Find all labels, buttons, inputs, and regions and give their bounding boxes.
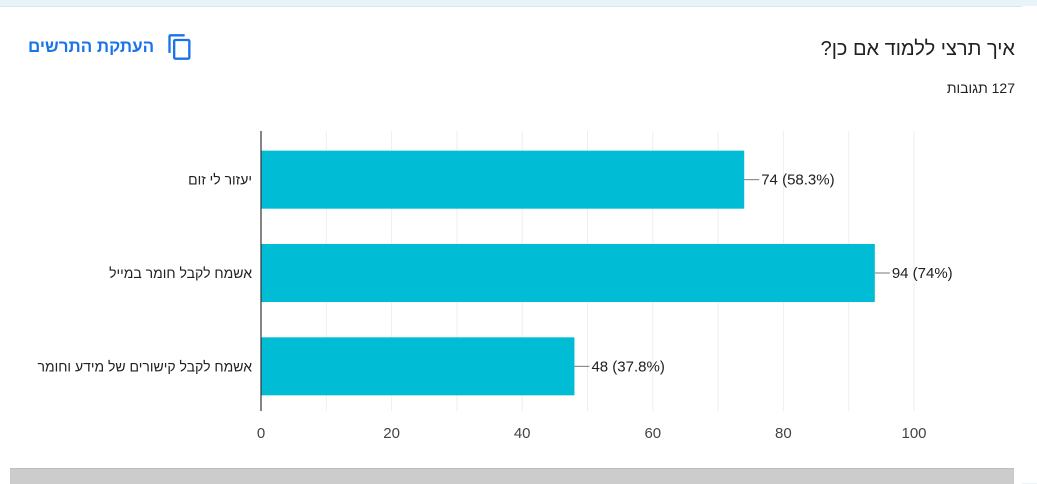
horizontal-scrollbar[interactable] (10, 468, 1014, 484)
data-label: 94 (74%) (892, 265, 953, 282)
x-tick-label: 80 (775, 425, 792, 442)
right-gutter (1022, 6, 1037, 483)
response-count: 127 תגובות (946, 80, 1015, 96)
category-label: אשמח לקבל חומר במייל (109, 265, 252, 281)
x-tick-label: 0 (257, 425, 265, 442)
bar (261, 150, 745, 209)
copy-chart-label: העתקת התרשים (28, 37, 155, 56)
x-tick-label: 40 (514, 425, 531, 442)
bar (261, 244, 875, 302)
x-tick-label: 20 (383, 425, 400, 442)
copy-icon (168, 34, 191, 60)
bar (261, 337, 575, 396)
data-label: 74 (58.3%) (761, 172, 834, 189)
data-label: 48 (37.8%) (591, 358, 664, 375)
top-strip (0, 0, 1037, 6)
category-label: יעזור לי זום (188, 172, 252, 188)
category-label: אשמח לקבל קישורים של מידע וחומר (37, 358, 252, 374)
x-tick-label: 100 (901, 425, 926, 442)
question-title: איך תרצי ללמוד אם כן? (820, 38, 1015, 60)
x-tick-label: 60 (644, 425, 661, 442)
copy-chart-button[interactable]: העתקת התרשים (28, 30, 194, 64)
